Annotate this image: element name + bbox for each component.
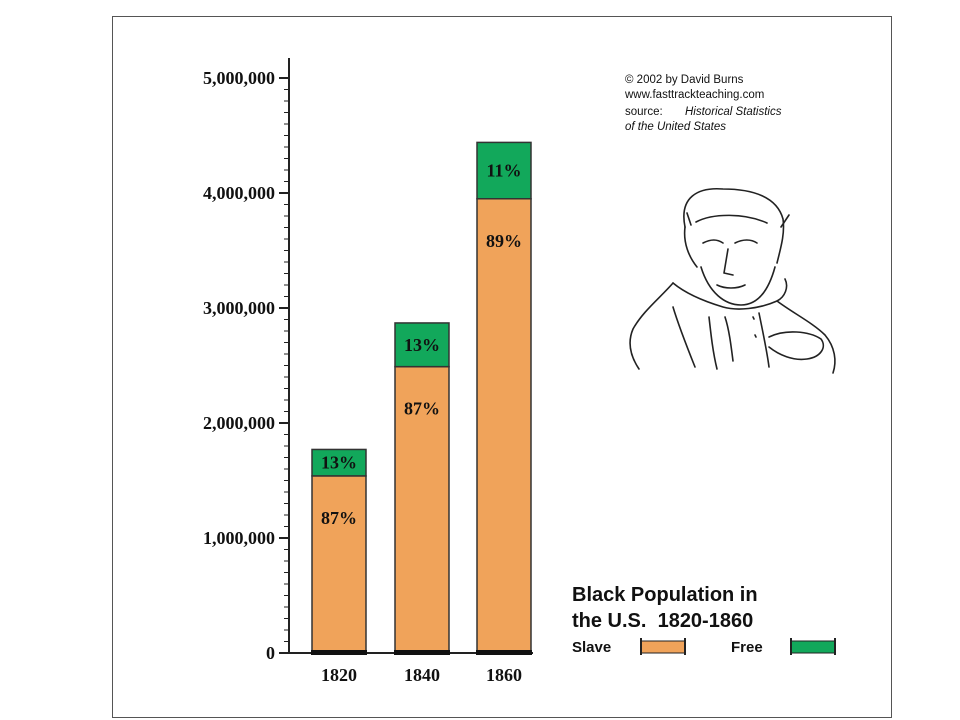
y-tick-label: 5,000,000 bbox=[203, 68, 275, 88]
bar-chart: © 2002 by David Burns www.fasttrackteach… bbox=[203, 58, 836, 685]
bar-slave-1860 bbox=[476, 198, 532, 654]
bar-label-free-1840: 13% bbox=[404, 335, 440, 355]
source-line-2: of the United States bbox=[625, 121, 726, 133]
chart-title-line-1: Black Population in bbox=[572, 584, 758, 606]
bar-base-1860 bbox=[476, 650, 532, 655]
bar-label-free-1820: 13% bbox=[321, 453, 357, 473]
website-text: www.fasttrackteaching.com bbox=[624, 89, 764, 101]
source-line-1: Historical Statistics bbox=[685, 106, 782, 118]
source-prefix: source: bbox=[625, 106, 663, 118]
legend-swatch-free bbox=[790, 640, 836, 654]
y-tick-label: 2,000,000 bbox=[203, 413, 275, 433]
x-axis: 1820 1840 1860 bbox=[321, 665, 522, 685]
legend-label-free: Free bbox=[731, 639, 763, 656]
bar-free-1820 bbox=[311, 448, 367, 477]
bar-slave-1820 bbox=[311, 475, 367, 654]
legend-swatch-slave bbox=[640, 640, 686, 654]
bars: 87% 13% 87% 13% 89% 11% bbox=[311, 141, 532, 655]
legend-label-slave: Slave bbox=[572, 639, 611, 656]
x-tick-label-1860: 1860 bbox=[486, 665, 522, 685]
bar-label-free-1860: 11% bbox=[486, 161, 521, 181]
chart-title-line-2: the U.S. 1820-1860 bbox=[572, 610, 753, 632]
x-tick-label-1840: 1840 bbox=[404, 665, 440, 685]
bar-base-1820 bbox=[311, 650, 367, 655]
bar-label-slave-1820: 87% bbox=[321, 508, 357, 528]
y-tick-label: 3,000,000 bbox=[203, 298, 275, 318]
chart-frame: © 2002 by David Burns www.fasttrackteach… bbox=[112, 16, 892, 718]
bar-label-slave-1860: 89% bbox=[486, 231, 522, 251]
x-tick-label-1820: 1820 bbox=[321, 665, 357, 685]
copyright-text: © 2002 by David Burns bbox=[625, 74, 744, 86]
legend: Slave Free bbox=[572, 638, 836, 656]
portrait-sketch-icon bbox=[629, 187, 836, 374]
y-tick-label: 1,000,000 bbox=[203, 528, 275, 548]
y-tick-label: 0 bbox=[266, 643, 275, 663]
bar-free-1860 bbox=[476, 141, 532, 200]
bar-base-1840 bbox=[394, 650, 450, 655]
y-tick-label: 4,000,000 bbox=[203, 183, 275, 203]
bar-free-1840 bbox=[394, 322, 450, 368]
bar-label-slave-1840: 87% bbox=[404, 399, 440, 419]
